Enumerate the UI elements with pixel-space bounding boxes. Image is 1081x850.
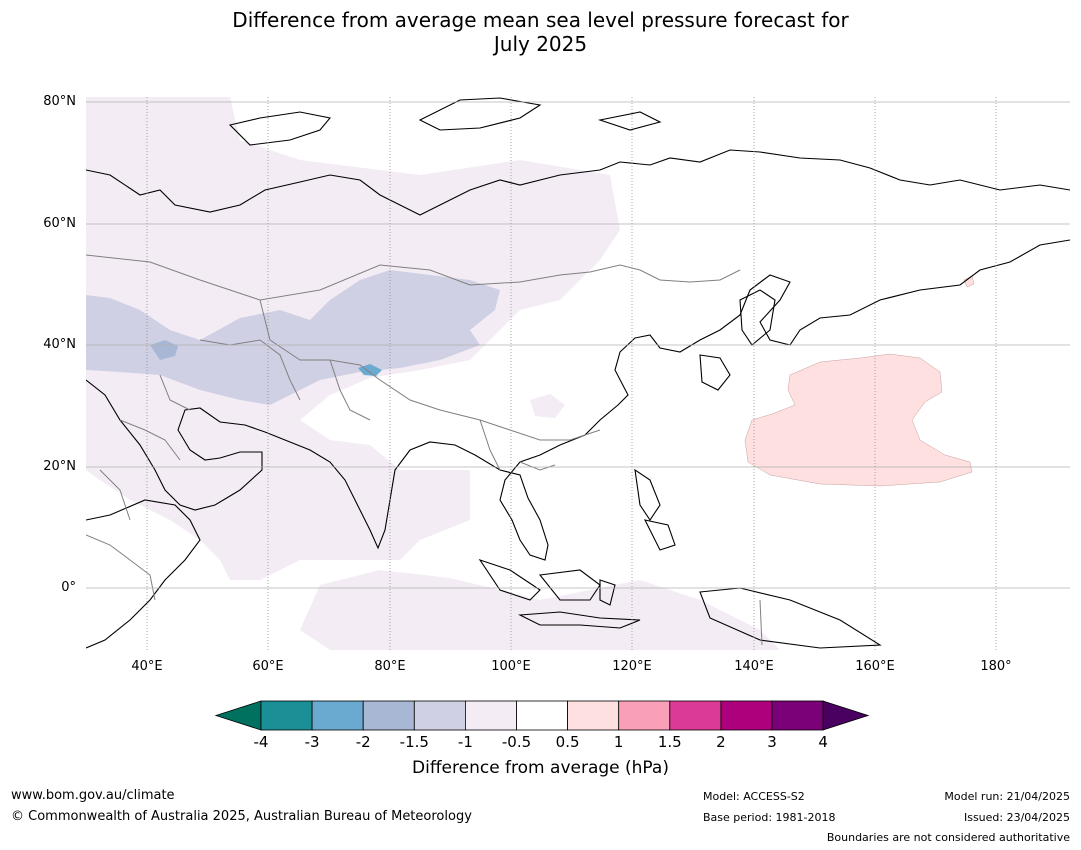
lat-label-20n: 20°N: [43, 459, 76, 474]
coastlines: [86, 97, 1070, 649]
lon-label-100e: 100°E: [491, 659, 531, 674]
colorbar-tick-label: -1.5: [399, 733, 429, 751]
colorbar-tick-label: 0.5: [555, 733, 580, 751]
anomaly-region-weak-low-4: [320, 175, 445, 200]
colorbar-title: Difference from average (hPa): [412, 758, 669, 778]
lat-label-40n: 40°N: [43, 337, 76, 352]
colorbar-swatch: [311, 700, 364, 731]
longitude-gridlines: [146, 97, 997, 650]
anomaly-region-weak-low-2: [300, 570, 780, 650]
lon-label-180: 180°: [980, 659, 1012, 674]
colorbar-tick-label: -2: [355, 733, 371, 751]
lat-label-0: 0°: [61, 580, 76, 595]
colorbar-tick-label: -4: [253, 733, 269, 751]
colorbar-tick-label: -0.5: [501, 733, 532, 751]
model-run-text: Model run: 21/04/2025: [944, 790, 1070, 803]
colorbar-tick-label: 4: [818, 733, 828, 751]
lon-label-140e: 140°E: [734, 659, 774, 674]
map: [86, 97, 1070, 650]
lon-label-160e: 160°E: [855, 659, 895, 674]
colorbar-swatch: [618, 700, 671, 731]
colorbar-swatch: [260, 700, 313, 731]
lon-label-120e: 120°E: [612, 659, 652, 674]
colorbar-tick-label: 1: [613, 733, 624, 751]
lat-label-60n: 60°N: [43, 216, 76, 231]
issued-text: Issued: 23/04/2025: [963, 811, 1070, 824]
anomaly-region-weak-high: [744, 353, 973, 487]
chart-title: Difference from average mean sea level p…: [0, 8, 1081, 56]
colorbar-tick-label: -3: [304, 733, 320, 751]
colorbar-swatch: [669, 700, 722, 731]
colorbar-swatch: [362, 700, 415, 731]
colorbar-under-arrow: [214, 700, 262, 731]
colorbar-swatch: [516, 700, 568, 731]
model-text: Model: ACCESS-S2: [703, 790, 805, 803]
colorbar-swatch: [413, 700, 466, 731]
colorbar-over-arrow: [822, 700, 870, 731]
lon-label-60e: 60°E: [252, 659, 284, 674]
anomaly-region-strongest-low: [358, 364, 382, 376]
anomaly-region-moderate-low: [86, 270, 500, 405]
colorbar-tick-label: 2: [716, 733, 726, 751]
colorbar-swatch: [720, 700, 773, 731]
base-period-text: Base period: 1981-2018: [703, 811, 836, 824]
colorbar-swatch: [464, 700, 517, 731]
anomaly-region-weak-low-3: [530, 394, 565, 418]
lon-label-40e: 40°E: [131, 659, 163, 674]
lat-label-80n: 80°N: [43, 94, 76, 109]
colorbar-tick-label: -1: [457, 733, 473, 751]
lon-label-80e: 80°E: [374, 659, 406, 674]
colorbar-tick-label: 1.5: [657, 733, 682, 751]
title-line-2: July 2025: [493, 32, 588, 56]
colorbar-swatch: [567, 700, 620, 731]
website-link[interactable]: www.bom.gov.au/climate: [11, 788, 175, 803]
disclaimer-text: Boundaries are not considered authoritat…: [826, 831, 1070, 844]
colorbar-tick-label: 3: [767, 733, 777, 751]
latitude-gridlines: [86, 101, 1070, 589]
title-line-1: Difference from average mean sea level p…: [232, 8, 849, 32]
colorbar-swatch: [771, 700, 824, 731]
copyright-text: © Commonwealth of Australia 2025, Austra…: [11, 809, 472, 824]
